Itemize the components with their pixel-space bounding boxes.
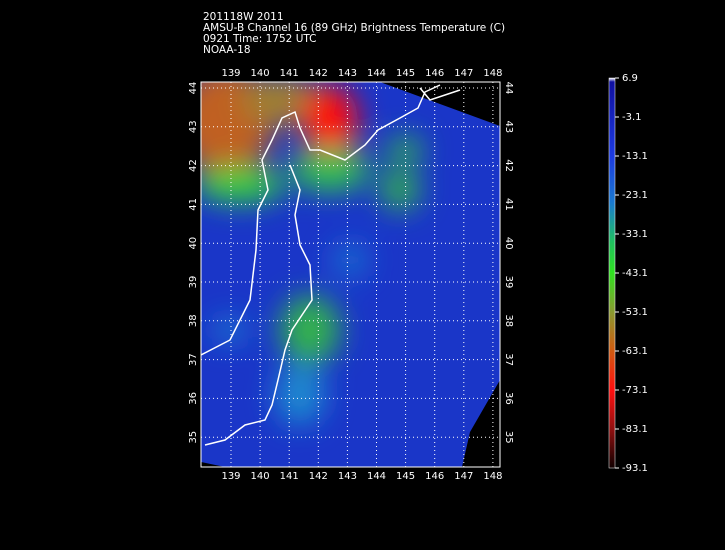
lon-label: 142 <box>309 471 328 482</box>
lon-label: 148 <box>483 68 502 79</box>
lat-label: 41 <box>503 198 514 211</box>
lat-label: 36 <box>188 392 199 405</box>
lat-label: 43 <box>188 120 199 133</box>
header-line: 201118W 2011 <box>203 11 284 23</box>
lon-label: 140 <box>251 471 270 482</box>
colorbar-label: -53.1 <box>622 307 648 318</box>
lon-label: 143 <box>338 68 357 79</box>
colorbar-label: -23.1 <box>622 190 648 201</box>
satellite-swath <box>201 82 500 467</box>
lon-label: 148 <box>483 471 502 482</box>
lat-label: 40 <box>188 237 199 250</box>
lat-label: 36 <box>503 392 514 405</box>
lat-label: 35 <box>503 431 514 444</box>
lat-label: 43 <box>503 120 514 133</box>
colorbar <box>608 77 616 469</box>
header-line: AMSU-B Channel 16 (89 GHz) Brightness Te… <box>203 22 505 34</box>
header-line: NOAA-18 <box>203 44 251 56</box>
lon-label: 146 <box>425 68 444 79</box>
colorbar-label: -33.1 <box>622 229 648 240</box>
colorbar-label: 6.9 <box>622 73 638 84</box>
lon-label: 144 <box>367 471 386 482</box>
lat-label: 38 <box>188 314 199 327</box>
lon-label: 147 <box>454 68 473 79</box>
lon-label: 141 <box>280 68 299 79</box>
colorbar-label: -93.1 <box>622 463 648 474</box>
lat-label: 42 <box>188 159 199 172</box>
graticule: 139 139 140 140 141 141 142 142 143 143 144 144 145 1… <box>188 68 514 482</box>
colorbar-label: -73.1 <box>622 385 648 396</box>
header-line: 0921 Time: 1752 UTC <box>203 33 317 45</box>
lon-label: 144 <box>367 68 386 79</box>
lon-label: 143 <box>338 471 357 482</box>
colorbar-label: -63.1 <box>622 346 648 357</box>
lat-label: 41 <box>188 198 199 211</box>
lat-label: 39 <box>503 276 514 289</box>
lon-label: 145 <box>396 68 415 79</box>
lon-label: 145 <box>396 471 415 482</box>
lat-label: 44 <box>503 82 514 95</box>
colorbar-label: -43.1 <box>622 268 648 279</box>
lat-label: 35 <box>188 431 199 444</box>
lat-label: 39 <box>188 276 199 289</box>
lat-label: 37 <box>188 353 199 366</box>
lon-label: 147 <box>454 471 473 482</box>
lat-label: 44 <box>188 82 199 95</box>
lon-label: 141 <box>280 471 299 482</box>
lat-label: 37 <box>503 353 514 366</box>
lat-label: 42 <box>503 159 514 172</box>
lon-label: 140 <box>251 68 270 79</box>
lon-label: 139 <box>221 68 240 79</box>
lon-label: 139 <box>221 471 240 482</box>
lat-label: 38 <box>503 314 514 327</box>
lon-label: 142 <box>309 68 328 79</box>
coastline <box>201 84 461 446</box>
colorbar-label: -3.1 <box>622 112 642 123</box>
lat-label: 40 <box>503 237 514 250</box>
colorbar-label: -83.1 <box>622 424 648 435</box>
map-frame <box>200 81 501 468</box>
lon-label: 146 <box>425 471 444 482</box>
colorbar-label: -13.1 <box>622 151 648 162</box>
colorbar-ticks: 6.9 -3.1 -13.1 -23.1 -33.1 -43.1 -53.1 -63.1 -73… <box>615 73 648 474</box>
